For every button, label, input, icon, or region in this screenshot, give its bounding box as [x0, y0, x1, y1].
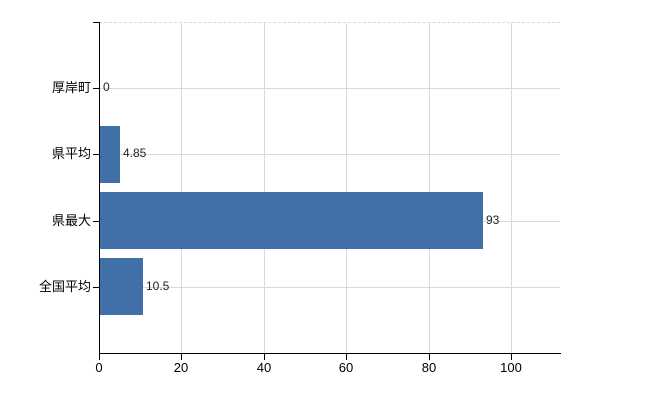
y-tick — [93, 221, 99, 222]
x-tick — [346, 354, 347, 360]
x-tick-label: 80 — [421, 360, 437, 375]
x-tick — [511, 354, 512, 360]
category-label: 全国平均 — [38, 279, 91, 294]
x-tick-label: 40 — [256, 360, 272, 375]
value-label: 10.5 — [146, 279, 170, 293]
y-axis-end-tick — [93, 22, 99, 23]
bar — [100, 192, 483, 249]
y-tick — [93, 154, 99, 155]
value-label: 0 — [103, 80, 110, 94]
x-axis — [99, 353, 561, 354]
vertical-gridline — [264, 23, 265, 353]
x-tick — [264, 354, 265, 360]
bar — [100, 258, 143, 315]
y-tick — [93, 88, 99, 89]
plot-top-border — [99, 22, 560, 23]
horizontal-gridline — [100, 287, 560, 288]
x-tick-label: 0 — [95, 360, 103, 375]
x-tick — [181, 354, 182, 360]
horizontal-gridline — [100, 154, 560, 155]
x-tick-label: 20 — [173, 360, 189, 375]
x-tick — [429, 354, 430, 360]
category-label: 厚岸町 — [51, 80, 91, 95]
value-label: 4.85 — [123, 146, 147, 160]
vertical-gridline — [346, 23, 347, 353]
bar — [100, 126, 120, 183]
x-tick — [99, 354, 100, 360]
value-label: 93 — [486, 213, 500, 227]
vertical-gridline — [429, 23, 430, 353]
category-label: 県最大 — [51, 213, 91, 228]
category-label: 県平均 — [51, 146, 91, 161]
vertical-gridline — [511, 23, 512, 353]
y-axis — [99, 22, 100, 354]
vertical-gridline — [181, 23, 182, 353]
x-tick-label: 60 — [338, 360, 354, 375]
horizontal-gridline — [100, 88, 560, 89]
x-tick-label: 100 — [500, 360, 522, 375]
y-tick — [93, 287, 99, 288]
